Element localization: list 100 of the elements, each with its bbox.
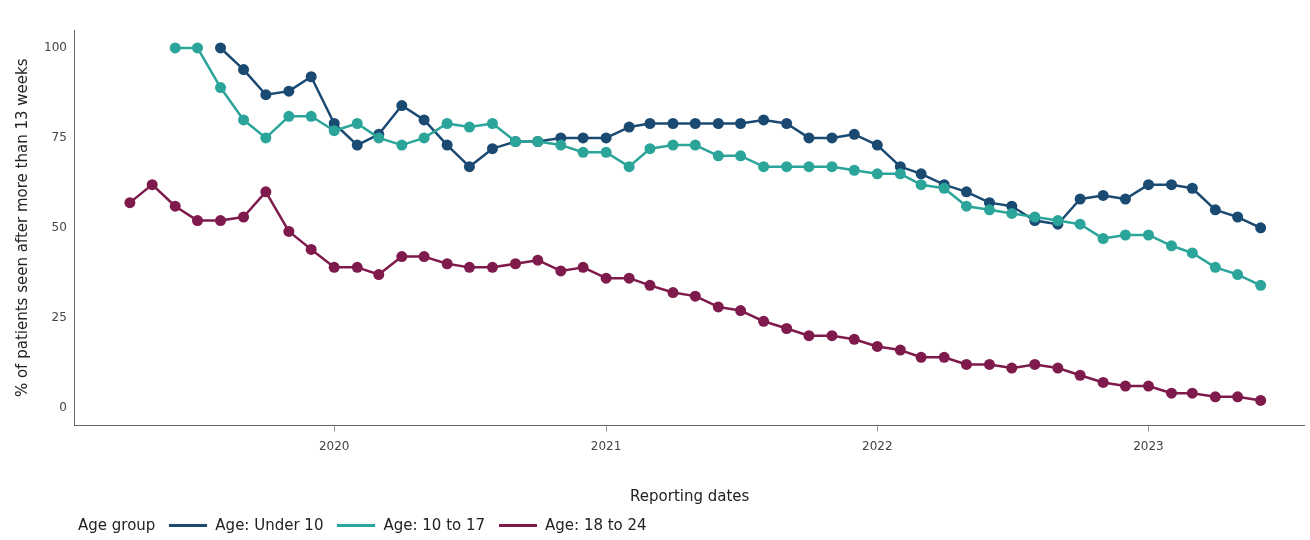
point	[915, 351, 927, 363]
point	[486, 118, 498, 130]
point	[351, 118, 363, 130]
point	[1186, 387, 1198, 399]
point	[509, 258, 521, 270]
y-tick-label: 100	[44, 40, 67, 55]
point	[1029, 211, 1041, 223]
point	[938, 351, 950, 363]
point	[1029, 358, 1041, 370]
point	[689, 290, 701, 302]
point	[1209, 204, 1221, 216]
point	[305, 110, 317, 122]
point	[983, 358, 995, 370]
point	[871, 340, 883, 352]
point	[826, 161, 838, 173]
point	[667, 139, 679, 151]
point	[689, 118, 701, 130]
point	[328, 125, 340, 137]
point	[915, 179, 927, 191]
point	[1255, 279, 1267, 291]
point	[463, 161, 475, 173]
point	[373, 269, 385, 281]
point	[1255, 394, 1267, 406]
point	[712, 118, 724, 130]
point	[1074, 218, 1086, 230]
point	[486, 261, 498, 273]
point	[1142, 380, 1154, 392]
point	[894, 344, 906, 356]
point	[1166, 240, 1178, 252]
point	[848, 128, 860, 140]
point	[803, 161, 815, 173]
point	[623, 272, 635, 284]
point	[758, 315, 770, 327]
point	[848, 333, 860, 345]
point	[1209, 261, 1221, 273]
point	[667, 287, 679, 299]
x-tick-label: 2023	[1133, 438, 1164, 453]
legend-label: Age: 10 to 17	[383, 516, 486, 534]
point	[577, 146, 589, 158]
point	[689, 139, 701, 151]
point	[623, 161, 635, 173]
point	[238, 211, 250, 223]
y-tick-label: 25	[51, 309, 67, 324]
point	[735, 150, 747, 162]
point	[1142, 179, 1154, 191]
point	[871, 139, 883, 151]
point	[894, 168, 906, 180]
point	[735, 305, 747, 317]
point	[644, 118, 656, 130]
point	[1074, 193, 1086, 205]
point	[577, 132, 589, 144]
point	[169, 42, 181, 54]
point	[396, 100, 408, 112]
point	[1006, 362, 1018, 374]
x-tick-label: 2020	[318, 438, 350, 453]
point	[1166, 179, 1178, 191]
x-axis-title: Reporting dates	[630, 486, 750, 505]
point	[758, 161, 770, 173]
point	[441, 258, 453, 270]
point	[1097, 233, 1109, 245]
point	[418, 114, 430, 126]
point	[441, 139, 453, 151]
point	[215, 82, 227, 94]
point	[848, 164, 860, 176]
point	[351, 139, 363, 151]
point	[396, 251, 408, 263]
point	[283, 225, 295, 237]
point	[328, 261, 340, 273]
point	[781, 323, 793, 334]
point	[803, 132, 815, 144]
y-tick-label: 50	[51, 219, 67, 234]
point	[305, 71, 317, 83]
point	[781, 118, 793, 130]
point	[260, 89, 272, 101]
point	[373, 132, 385, 144]
point	[1186, 247, 1198, 259]
point	[1119, 229, 1131, 241]
point	[960, 186, 972, 198]
point	[238, 114, 250, 126]
point	[871, 168, 883, 180]
point	[644, 279, 656, 291]
point	[1166, 387, 1178, 399]
point	[960, 358, 972, 370]
point	[644, 143, 656, 155]
point	[260, 186, 272, 198]
point	[577, 261, 589, 273]
point	[1209, 391, 1221, 403]
point	[396, 139, 408, 151]
point	[555, 139, 567, 151]
point	[463, 121, 475, 133]
x-tick-label: 2021	[590, 438, 622, 453]
point	[441, 118, 453, 130]
point	[826, 132, 838, 144]
point	[418, 251, 430, 263]
point	[983, 204, 995, 216]
point	[260, 132, 272, 144]
point	[169, 200, 181, 212]
point	[1186, 182, 1198, 194]
point	[351, 261, 363, 273]
point	[1232, 269, 1244, 281]
